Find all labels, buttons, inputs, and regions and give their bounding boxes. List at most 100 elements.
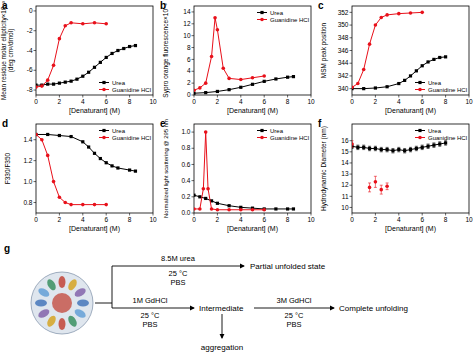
x-tick-label: 10 [465,98,473,105]
data-point [110,52,113,55]
y-tick-label: 12 [341,181,349,188]
chart-panel: c0246810340342344346348350352[Denaturant… [318,0,473,115]
y-tick [192,47,195,48]
error-bar [397,147,400,151]
panel-label: d [2,118,8,129]
protein-subunit [73,286,87,298]
arrow [112,308,194,309]
data-point [251,208,255,212]
y-tick-label: 10 [183,32,191,39]
y-tick [192,83,195,84]
y-tick [350,12,353,13]
y-tick-label: 0.8 [23,199,32,206]
y-tick-label: 14 [341,159,349,166]
legend: UreaGuanidine HCl [415,80,467,93]
data-point [104,22,108,26]
data-point [239,78,243,82]
y-tick [350,37,353,38]
data-point [426,145,429,148]
figure: a0246810-8-6-4-20[Denaturant] (M)Mean re… [0,0,474,358]
data-point [99,157,102,160]
protein-subunit [77,300,89,307]
error-bar [368,146,371,150]
data-point [274,77,277,80]
plot-frame [194,124,311,213]
x-tick-label: 10 [465,216,473,223]
chart-panel: b024681002468101214[Denaturant] (M)Sypro… [160,0,315,115]
protein-subunit [45,314,57,328]
x-tick-label: 0 [34,98,38,105]
buffer: PBS [170,278,185,287]
data-point [194,92,196,95]
y-tick [192,11,195,12]
y-tick [350,162,353,163]
legend-marker [102,136,106,140]
data-point [63,24,67,28]
y-tick-label: 1.2 [23,157,32,164]
buffer: PBS [286,320,301,329]
x-tick-label: 0 [350,98,354,105]
data-point [81,75,84,78]
y-tick [192,164,195,165]
y-tick-label: 12 [183,20,191,27]
data-point [58,37,62,41]
y-tick-label: 0 [29,7,33,14]
arrow [222,314,223,338]
data-point [438,56,441,59]
y-tick-label: 1.4 [23,136,32,143]
data-point [93,66,96,69]
x-tick-label: 6 [262,216,266,223]
plot-frame [36,124,153,213]
data-point [110,164,113,167]
y-tick [350,174,353,175]
x-tick-label: 2 [58,98,62,105]
series-line [194,132,264,210]
data-point [263,80,266,83]
protein-subunit [37,286,51,298]
result: Partial unfolded state [250,262,326,271]
branch-line [95,266,112,308]
data-point [397,82,400,85]
error-bar [427,144,430,148]
y-tick [192,71,195,72]
y-axis-label: Hydrodynamic Diameter (nm) [320,126,328,211]
x-tick-label: 0 [192,98,196,105]
y-tick [350,140,353,141]
panel-label: c [318,0,324,11]
plot-frame [352,6,469,95]
y-tick [34,10,37,11]
error-bar [356,145,359,149]
x-tick-label: 8 [444,216,448,223]
protein-subunit [35,300,47,307]
data-group [194,16,295,95]
x-tick-label: 0 [34,216,38,223]
x-tick-label: 8 [128,216,132,223]
data-point [362,68,366,72]
temperature: 25 °C [141,311,160,320]
y-tick [34,30,37,31]
y-tick [192,196,195,197]
y-tick [350,207,353,208]
chart-panel: a0246810-8-6-4-20[Denaturant] (M)Mean re… [0,0,157,115]
data-point [274,207,277,210]
error-bar [380,147,383,151]
data-point [352,142,354,146]
legend-label: Urea [270,10,284,16]
x-tick-label: 2 [216,216,220,223]
y-tick-label: -4 [27,47,33,54]
data-point [216,208,220,212]
data-point [58,134,61,137]
protein-core [52,293,72,313]
y-tick-label: 2 [187,79,191,86]
data-point [380,148,383,151]
y-tick-label: 0.0 [181,209,190,216]
data-point [210,55,214,59]
x-tick-label: 0 [350,216,354,223]
legend-marker [102,81,105,84]
legend: UreaGuanidine HCl [99,128,151,141]
data-point [52,180,56,184]
y-tick-label: 8 [187,44,191,51]
x-axis-label: [Denaturant] (M) [69,107,120,115]
series-line [36,23,106,87]
data-point [206,187,210,191]
